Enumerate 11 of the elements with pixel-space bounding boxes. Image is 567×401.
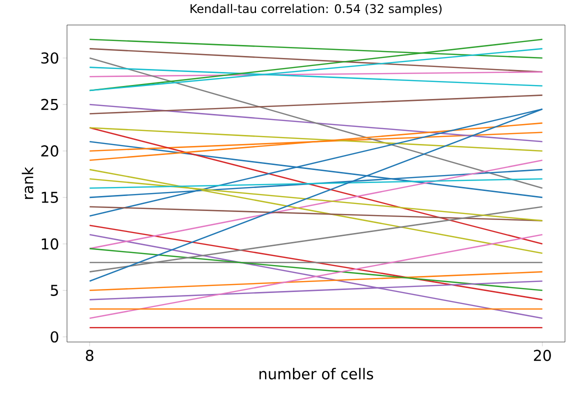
y-tick-label: 10 xyxy=(42,238,58,250)
chart-title: Kendall-tau correlation: 0.54 (32 samples) xyxy=(190,4,442,16)
y-tick-label: 0 xyxy=(50,331,58,343)
y-tick-label: 25 xyxy=(41,98,58,110)
y-tick-label: 30 xyxy=(41,52,58,64)
y-tick-label: 5 xyxy=(50,284,58,296)
y-tick-label: 20 xyxy=(41,145,58,157)
y-tick-label: 15 xyxy=(42,192,58,203)
y-axis-title: rank xyxy=(22,166,34,199)
x-axis-title: number of cells xyxy=(259,368,374,380)
x-tick-label: 8 xyxy=(86,350,94,362)
